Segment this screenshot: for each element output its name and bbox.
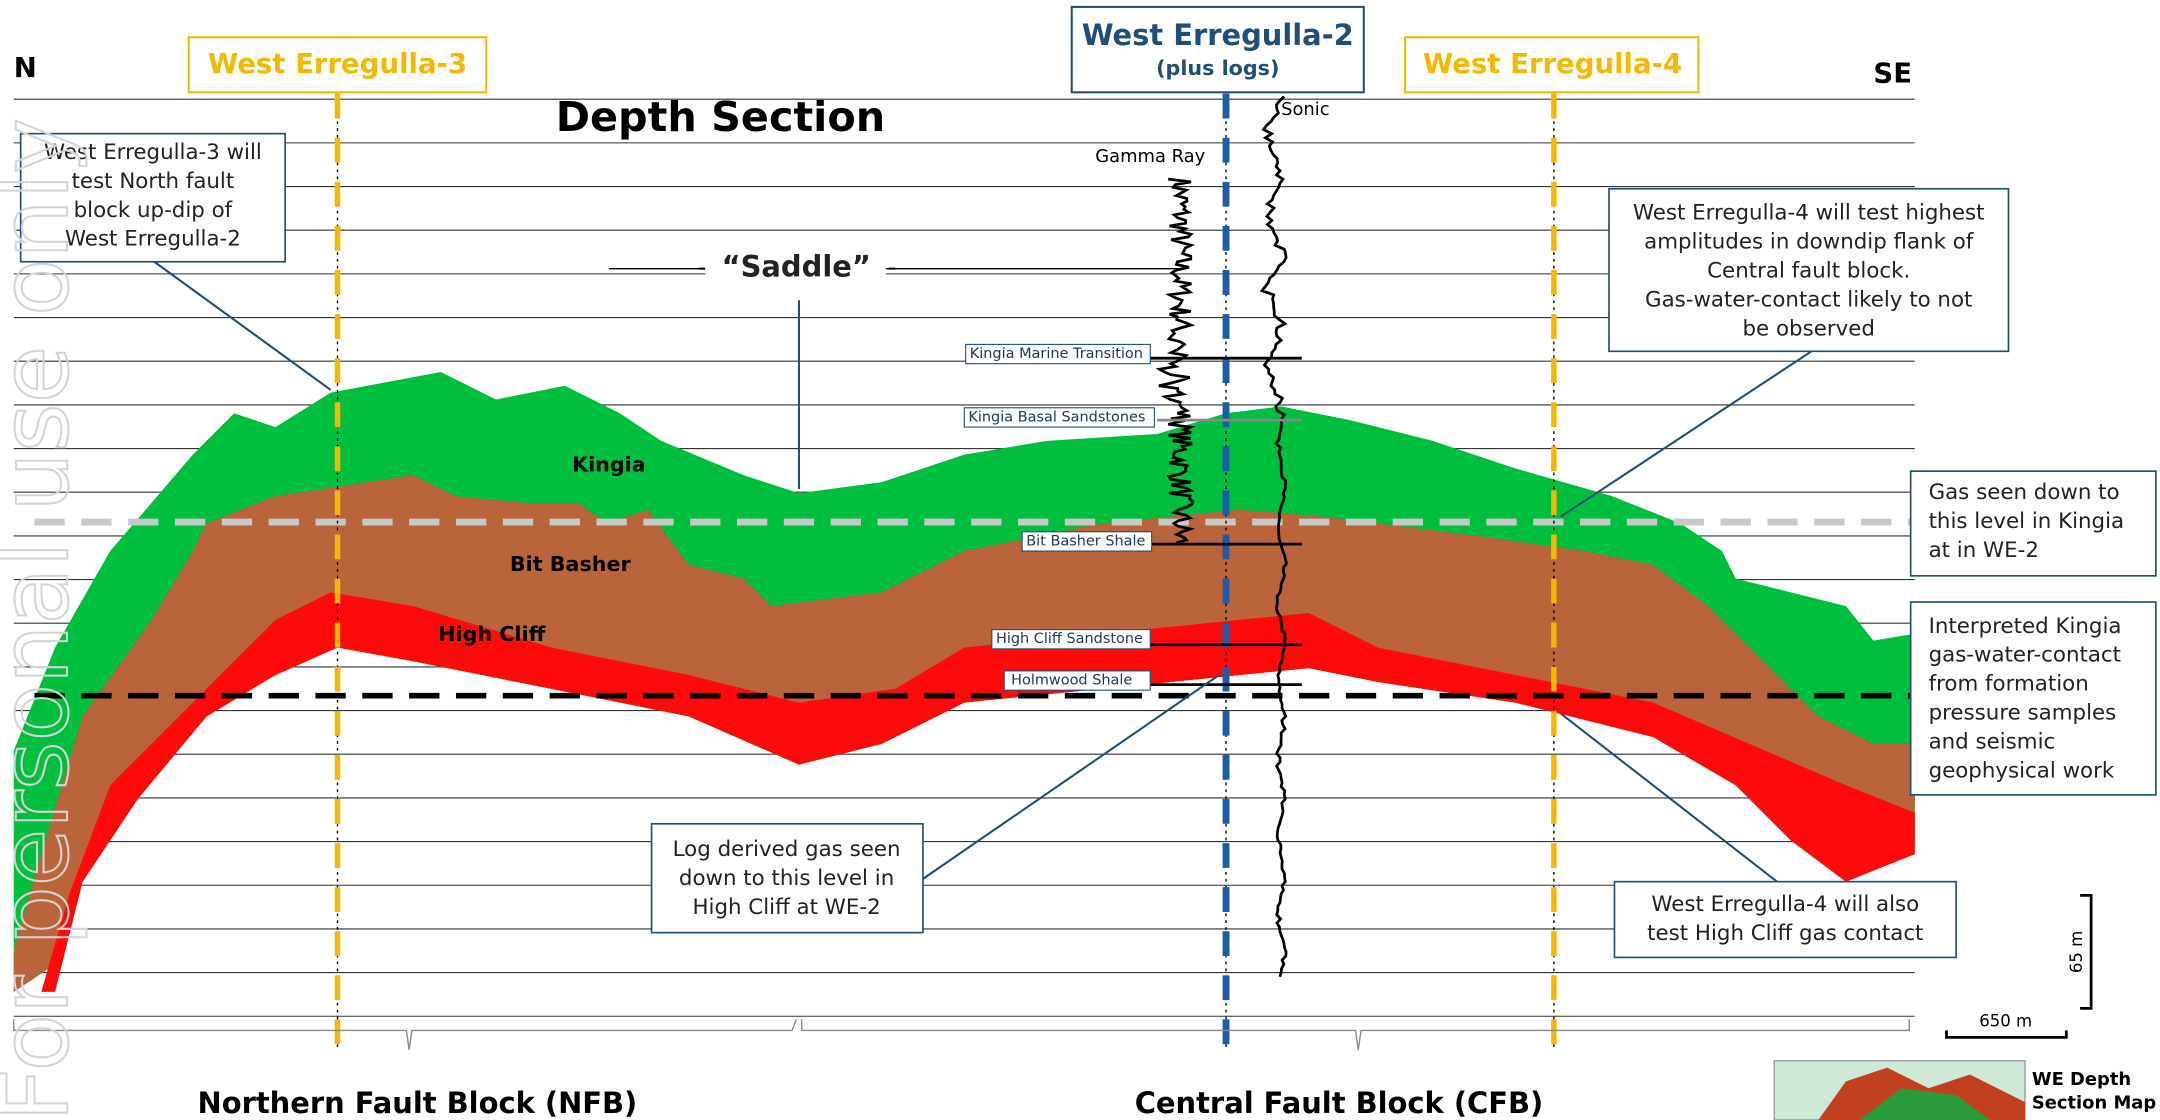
horizon-label: Holmwood Shale	[1011, 673, 1132, 689]
horizon-labels: Kingia Marine Transition Kingia Basal Sa…	[963, 343, 1155, 691]
scale-bars	[1945, 894, 2093, 1039]
formation-label: High Cliff	[438, 622, 545, 646]
gamma-ray-log	[1155, 177, 1197, 545]
bit-basher-layer	[13, 475, 1915, 992]
callout-text: pressure samples	[1929, 701, 2117, 726]
well-name: West Erregulla-3	[208, 48, 467, 80]
callout-text: at in WE-2	[1929, 538, 2039, 563]
horizon-lines	[1150, 356, 1302, 687]
orientation-left: N	[14, 52, 37, 84]
callout-text: West Erregulla-3 will	[44, 140, 262, 165]
formation-label: Kingia	[572, 453, 646, 477]
callout-text: High Cliff at WE-2	[692, 895, 880, 920]
callout-text: down to this level in	[679, 866, 894, 891]
section-title: Depth Section	[556, 93, 885, 141]
horizon-label: Kingia Marine Transition	[970, 346, 1143, 362]
log-label: Sonic	[1281, 99, 1329, 120]
callout-text: this level in Kingia	[1929, 509, 2125, 534]
callout-text: “Saddle”	[722, 250, 871, 284]
fault-block-label: Northern Fault Block (NFB)	[198, 1086, 638, 1120]
horizon-label: Bit Basher Shale	[1026, 533, 1145, 549]
high-cliff-layer	[41, 592, 1915, 992]
callout-text: West Erregulla-4 will test highest	[1633, 201, 1985, 226]
watermark: For personal use only	[0, 118, 90, 1120]
callout-text: Gas-water-contact likely to not	[1645, 287, 1972, 312]
well-subtitle: (plus logs)	[1156, 56, 1279, 80]
callout-text: Central fault block.	[1707, 258, 1910, 283]
log-label: Gamma Ray	[1095, 146, 1205, 167]
callout-text: geophysical work	[1929, 758, 2115, 783]
callout-text: West Erregulla-4 will also	[1651, 892, 1919, 917]
orientation-right: SE	[1873, 57, 1912, 89]
well-name: West Erregulla-2	[1082, 18, 1354, 52]
formation-label: Bit Basher	[510, 552, 632, 576]
well-name: West Erregulla-4	[1423, 48, 1682, 80]
well-lines	[334, 93, 1557, 1047]
map-thumbnail	[1773, 1060, 2026, 1120]
fault-block-label: Central Fault Block (CFB)	[1135, 1086, 1544, 1120]
callout-text: amplitudes in downdip flank of	[1644, 229, 1974, 254]
callout-text: Gas seen down to	[1929, 480, 2120, 505]
scale-label: 65 m	[2067, 931, 2086, 973]
sonic-log	[1259, 95, 1288, 978]
callout-text: be observed	[1743, 316, 1875, 341]
callout-text: West Erregulla-2	[65, 227, 241, 252]
scale-label: 650 m	[1979, 1012, 2032, 1031]
fault-block-braces	[13, 1019, 1910, 1050]
horizon-label: Kingia Basal Sandstones	[968, 409, 1145, 425]
map-label: Section Map	[2032, 1092, 2156, 1113]
arrows	[153, 260, 1813, 883]
callout-text: from formation	[1929, 672, 2089, 697]
callout-text: test North fault	[72, 169, 235, 194]
callout-text: block up-dip of	[74, 198, 233, 223]
callout-text: and seismic	[1929, 730, 2056, 755]
well-headers: West Erregulla-3 West Erregulla-2 (plus …	[187, 5, 1700, 94]
callouts: West Erregulla-3 will test North fault blo…	[19, 132, 2157, 959]
callout-text: gas-water-contact	[1929, 643, 2121, 668]
map-label: WE Depth	[2032, 1069, 2131, 1090]
callout-text: test High Cliff gas contact	[1647, 921, 1923, 946]
callout-text: Log derived gas seen	[673, 837, 901, 862]
callout-text: Interpreted Kingia	[1929, 614, 2122, 639]
horizon-label: High Cliff Sandstone	[996, 631, 1143, 647]
